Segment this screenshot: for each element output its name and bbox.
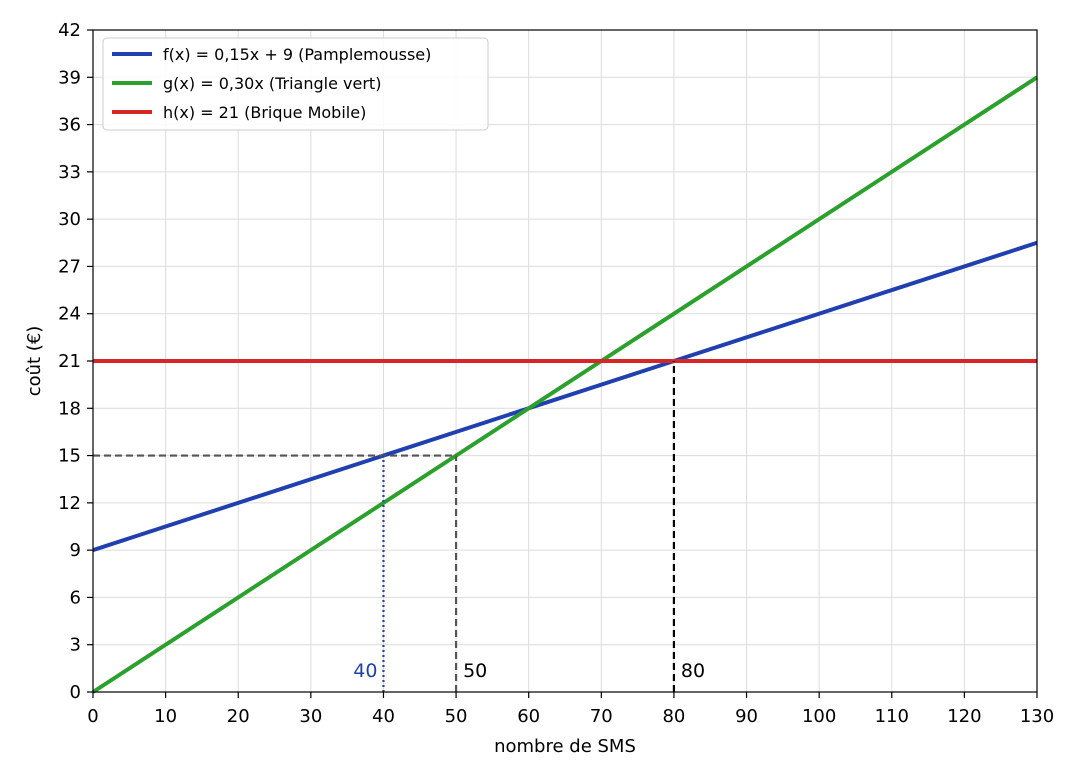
x-tick-label: 20 (227, 706, 250, 727)
y-tick-label: 30 (58, 209, 81, 230)
legend-label-2: h(x) = 21 (Brique Mobile) (163, 103, 366, 122)
y-tick-label: 36 (58, 115, 81, 136)
x-tick-label: 50 (445, 706, 468, 727)
x-tick-label: 90 (735, 706, 758, 727)
y-tick-label: 24 (58, 304, 81, 325)
x-tick-label: 80 (662, 706, 685, 727)
y-tick-label: 39 (58, 67, 81, 88)
annotations: 40 50 80 (93, 361, 705, 692)
y-tick-label: 9 (70, 540, 81, 561)
x-tick-label: 30 (299, 706, 322, 727)
y-tick-label: 12 (58, 493, 81, 514)
x-tick-label: 40 (372, 706, 395, 727)
series-line-1 (91, 75, 1039, 694)
x-tick-label: 120 (947, 706, 981, 727)
legend-box (102, 37, 489, 131)
y-tick-label: 33 (58, 162, 81, 183)
y-tick-label: 27 (58, 256, 81, 277)
annotation-label-80: 80 (681, 660, 705, 682)
x-tick-label: 100 (802, 706, 836, 727)
x-tick-label: 130 (1020, 706, 1054, 727)
series-lines (91, 75, 1039, 694)
series-line-0 (92, 240, 1038, 553)
legend-label-0: f(x) = 0,15x + 9 (Pamplemousse) (163, 45, 431, 64)
x-tick-label: 110 (875, 706, 909, 727)
x-tick-label: 10 (154, 706, 177, 727)
y-tick-label: 15 (58, 446, 81, 467)
y-tick-label: 3 (70, 635, 81, 656)
x-tick-label: 0 (87, 706, 98, 727)
legend: f(x) = 0,15x + 9 (Pamplemousse) g(x) = 0,… (102, 37, 489, 131)
y-tick-label: 21 (58, 351, 81, 372)
y-axis-title: coût (€) (24, 326, 45, 397)
annotation-label-50: 50 (463, 660, 487, 682)
x-tick-label: 70 (590, 706, 613, 727)
legend-label-1: g(x) = 0,30x (Triangle vert) (163, 74, 381, 93)
annotation-label-40: 40 (353, 660, 377, 682)
y-tick-label: 42 (58, 20, 81, 41)
y-tick-label: 18 (58, 398, 81, 419)
y-tick-label: 6 (70, 587, 81, 608)
axis-ticks: 0 10 20 30 40 50 60 70 80 90 100 110 120 130036912151… (58, 20, 1054, 727)
x-tick-label: 60 (517, 706, 540, 727)
y-tick-label: 0 (70, 682, 81, 703)
x-axis-title: nombre de SMS (494, 736, 636, 757)
